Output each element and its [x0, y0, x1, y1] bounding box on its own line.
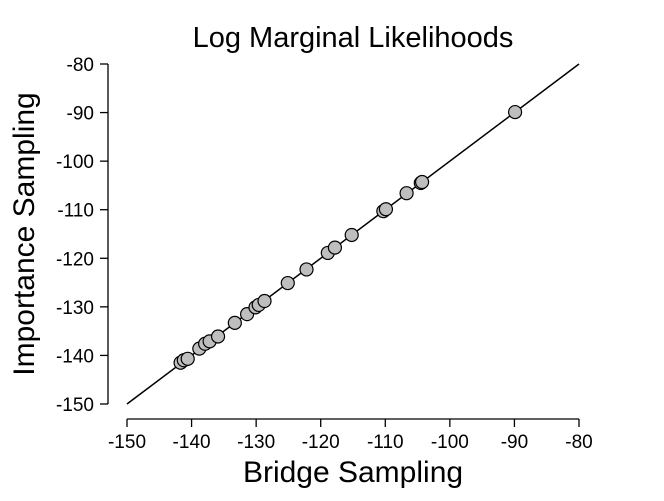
- data-point: [344, 227, 359, 243]
- chart-title: Log Marginal Likelihoods: [193, 22, 514, 54]
- x-tick-label: -130: [237, 432, 275, 453]
- x-tick-label: -110: [367, 432, 404, 453]
- data-point: [210, 329, 226, 344]
- y-axis-label: Importance Sampling: [8, 92, 41, 375]
- x-tick-label: -90: [501, 432, 528, 453]
- x-axis-ticks: -150 -140 -130 -120 -110 -100 -90 -80: [108, 419, 593, 453]
- y-tick-label: -150: [56, 395, 94, 416]
- y-tick-label: -90: [67, 104, 94, 125]
- data-point: [378, 202, 394, 217]
- axes: [107, 64, 579, 420]
- data-point: [507, 104, 523, 120]
- data-point: [227, 315, 242, 330]
- y-axis-ticks: -150 -140 -130 -120 -110 -100 -90 -80: [56, 55, 108, 416]
- x-axis-label: Bridge Sampling: [243, 456, 463, 489]
- x-tick-label: -80: [565, 432, 592, 453]
- y-tick-label: -140: [56, 346, 94, 367]
- y-tick-label: -110: [57, 201, 94, 222]
- x-tick-label: -140: [173, 432, 211, 453]
- data-point: [280, 275, 295, 291]
- y-tick-label: -120: [56, 249, 94, 270]
- y-tick-label: -80: [67, 55, 94, 76]
- y-tick-label: -100: [56, 152, 94, 173]
- data-point: [299, 262, 314, 277]
- x-tick-label: -120: [302, 432, 340, 453]
- data-point: [180, 351, 195, 366]
- data-point: [414, 174, 430, 190]
- y-tick-label: -130: [56, 298, 94, 319]
- data-points: [173, 104, 523, 370]
- data-point: [327, 240, 343, 255]
- x-tick-label: -150: [108, 432, 146, 453]
- data-point: [257, 293, 272, 309]
- x-tick-label: -100: [431, 432, 469, 453]
- data-point: [399, 186, 414, 201]
